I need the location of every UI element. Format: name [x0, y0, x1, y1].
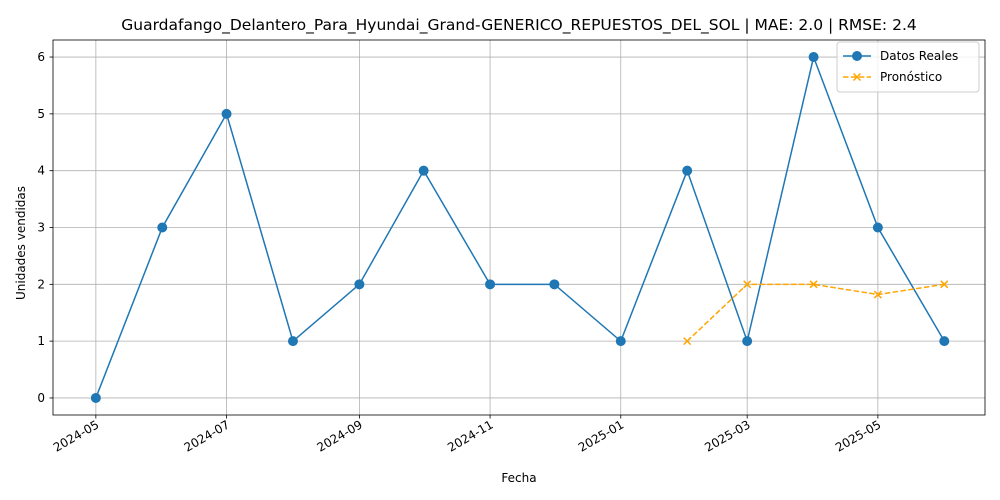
- data-point: [742, 336, 753, 347]
- y-tick-label: 6: [37, 50, 45, 64]
- data-point: [872, 222, 883, 233]
- data-point: [157, 222, 168, 233]
- y-tick-label: 4: [37, 164, 45, 178]
- legend-box: [836, 41, 980, 93]
- x-axis-label: Fecha: [501, 471, 536, 485]
- marker-stroke: [809, 280, 818, 289]
- data-point: [287, 336, 298, 347]
- y-tick-label: 2: [37, 277, 45, 291]
- y-tick-label: 1: [37, 334, 45, 348]
- legend-label: Datos Reales: [880, 49, 958, 63]
- data-point: [683, 337, 692, 346]
- series-layer: [90, 52, 950, 403]
- y-tick-label: 5: [37, 107, 45, 121]
- grid: [53, 40, 985, 415]
- data-point: [940, 280, 949, 289]
- data-point: [549, 279, 560, 290]
- data-point: [809, 280, 818, 289]
- legend-label: Pronóstico: [880, 70, 942, 84]
- x-tick-label: 2024-09: [314, 417, 364, 454]
- data-point: [873, 290, 882, 299]
- marker-stroke: [873, 290, 882, 299]
- y-axis-label: Unidades vendidas: [14, 186, 28, 300]
- x-tick-label: 2025-05: [833, 417, 883, 454]
- legend-marker: [852, 51, 862, 61]
- marker-stroke: [743, 280, 752, 289]
- x-tick-label: 2024-05: [51, 417, 101, 454]
- series-line-1: [686, 283, 945, 342]
- legend-marker: [852, 72, 862, 82]
- chart-title: Guardafango_Delantero_Para_Hyundai_Grand…: [121, 16, 916, 35]
- marker-stroke: [683, 337, 692, 346]
- x-tick-label: 2024-07: [182, 417, 232, 454]
- x-tick-label: 2025-01: [576, 417, 626, 454]
- marker-stroke: [852, 72, 862, 82]
- legend: Datos Reales Pronóstico: [836, 41, 980, 93]
- data-point: [615, 336, 626, 347]
- marker-stroke: [940, 280, 949, 289]
- data-point: [485, 279, 496, 290]
- data-point: [354, 279, 365, 290]
- x-tick-label: 2024-11: [445, 417, 495, 454]
- data-point: [939, 336, 950, 347]
- x-tick-label: 2025-03: [702, 417, 752, 454]
- axes: 0 1 2 3 4 5 6 2024-05 2024-07 2024-09 2024-11 2025-…: [37, 39, 986, 455]
- y-tick-label: 3: [37, 221, 45, 235]
- data-point: [90, 392, 101, 403]
- data-point: [808, 52, 819, 63]
- plot-frame: [52, 39, 986, 416]
- data-point: [743, 280, 752, 289]
- data-point: [418, 165, 429, 176]
- data-point: [221, 108, 232, 119]
- data-point: [682, 165, 693, 176]
- series-line-0: [95, 54, 945, 399]
- y-tick-label: 0: [37, 391, 45, 405]
